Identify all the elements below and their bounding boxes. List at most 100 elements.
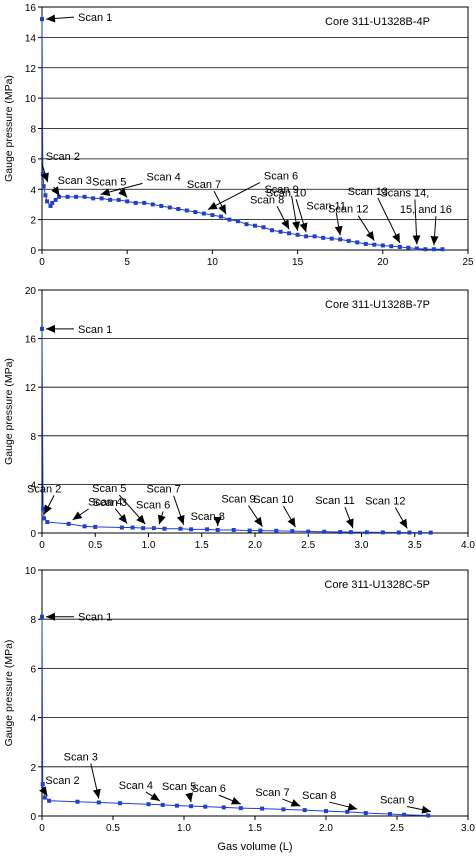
data-point <box>322 529 327 534</box>
data-point <box>407 530 412 535</box>
annotation-label: Scans 14, <box>380 187 429 199</box>
data-point <box>304 234 309 239</box>
x-axis-title: Gas volume (L) <box>217 841 292 853</box>
annotation-label: Scan 4 <box>88 497 122 509</box>
x-tick-label: 5 <box>124 257 130 268</box>
annotation-arrowhead <box>39 786 48 797</box>
data-point <box>141 526 146 531</box>
annotation-arrowhead <box>292 221 301 231</box>
chart-title: Core 311-U1328B-4P <box>325 16 430 28</box>
data-point <box>231 527 236 532</box>
data-point <box>151 526 156 531</box>
data-point <box>53 197 58 202</box>
data-point <box>184 208 189 213</box>
data-point <box>57 194 62 199</box>
data-point <box>306 529 311 534</box>
annotation-label: Scan 8 <box>250 194 284 206</box>
annotation-arrowhead <box>366 230 375 241</box>
y-tick-label: 20 <box>25 286 37 297</box>
data-point <box>355 240 360 245</box>
data-point <box>364 530 369 535</box>
data-point <box>116 197 121 202</box>
data-point <box>290 529 295 534</box>
data-point <box>142 200 147 205</box>
annotation-label: Scan 11 <box>306 200 346 212</box>
annotation-arrowhead <box>207 201 218 210</box>
data-point <box>40 17 44 22</box>
data-point <box>363 241 368 246</box>
annotation-label: Scan 10 <box>266 187 306 199</box>
annotation-label: Scan 1 <box>78 324 112 336</box>
y-tick-label: 6 <box>30 155 36 166</box>
data-point <box>260 806 265 811</box>
y-axis-title: Gauge pressure (MPa) <box>3 640 15 747</box>
annotation-label: Scan 1 <box>78 612 112 624</box>
annotation-arrowhead <box>290 799 301 807</box>
annotation-label: Scan 6 <box>192 783 226 795</box>
y-tick-label: 4 <box>30 480 36 491</box>
x-tick-label: 2.0 <box>248 540 262 551</box>
data-point <box>253 223 257 228</box>
data-point <box>426 813 431 818</box>
annotation-label: Scan 8 <box>302 790 336 802</box>
data-point <box>295 232 300 237</box>
annotation-arrowhead <box>118 514 128 524</box>
x-tick-label: 1.5 <box>248 823 262 834</box>
data-point <box>45 199 50 204</box>
data-point <box>40 614 44 619</box>
annotation-arrowhead <box>230 797 241 805</box>
data-point <box>423 247 428 252</box>
chart-title: Core 311-U1328C-5P <box>324 579 430 591</box>
data-point <box>345 809 350 814</box>
data-point <box>201 211 206 216</box>
data-point <box>74 194 79 199</box>
data-point <box>45 520 50 525</box>
data-point <box>227 217 232 222</box>
data-point <box>431 247 436 252</box>
data-point <box>418 530 423 535</box>
x-tick-label: 15 <box>292 257 304 268</box>
annotation-label: Scan 5 <box>92 176 126 188</box>
data-point <box>218 214 223 219</box>
plot-frame <box>41 569 469 817</box>
annotation-label: Scan 12 <box>365 496 405 508</box>
data-point <box>162 526 167 531</box>
data-point <box>40 326 44 331</box>
y-tick-label: 0 <box>30 529 36 540</box>
data-point <box>174 803 179 808</box>
data-point <box>329 236 334 241</box>
annotation-label: Scan 9 <box>221 494 255 506</box>
y-tick-label: 2 <box>30 763 36 774</box>
data-point <box>193 210 198 215</box>
x-tick-label: 0.5 <box>88 540 102 551</box>
data-point <box>312 234 317 239</box>
data-point <box>287 231 292 236</box>
data-point <box>178 526 183 531</box>
data-point <box>160 802 165 807</box>
data-point <box>133 200 138 205</box>
data-point <box>42 516 47 521</box>
x-tick-label: 1.0 <box>177 823 191 834</box>
x-tick-label: 2.5 <box>301 540 315 551</box>
annotation-label: Scan 13 <box>348 186 388 198</box>
y-tick-label: 14 <box>25 33 37 44</box>
data-point <box>258 528 263 533</box>
annotation-label: Scan 5 <box>92 483 126 495</box>
data-point <box>47 798 52 803</box>
x-tick-label: 25 <box>462 257 474 268</box>
annotation-label: Scan 3 <box>93 497 127 509</box>
annotation-arrowhead <box>346 518 354 529</box>
x-tick-label: 2.0 <box>319 823 333 834</box>
y-tick-label: 10 <box>25 566 37 577</box>
annotation-label: Scan 2 <box>27 483 61 495</box>
annotation-arrowhead <box>412 235 421 245</box>
data-point <box>40 172 45 177</box>
annotation-arrowhead <box>334 225 343 236</box>
annotation-label: Scan 4 <box>119 780 153 792</box>
y-tick-label: 0 <box>30 246 36 257</box>
data-point <box>270 228 275 233</box>
y-tick-label: 4 <box>30 714 36 725</box>
data-point <box>363 811 368 816</box>
annotation-arrowhead <box>281 219 290 230</box>
